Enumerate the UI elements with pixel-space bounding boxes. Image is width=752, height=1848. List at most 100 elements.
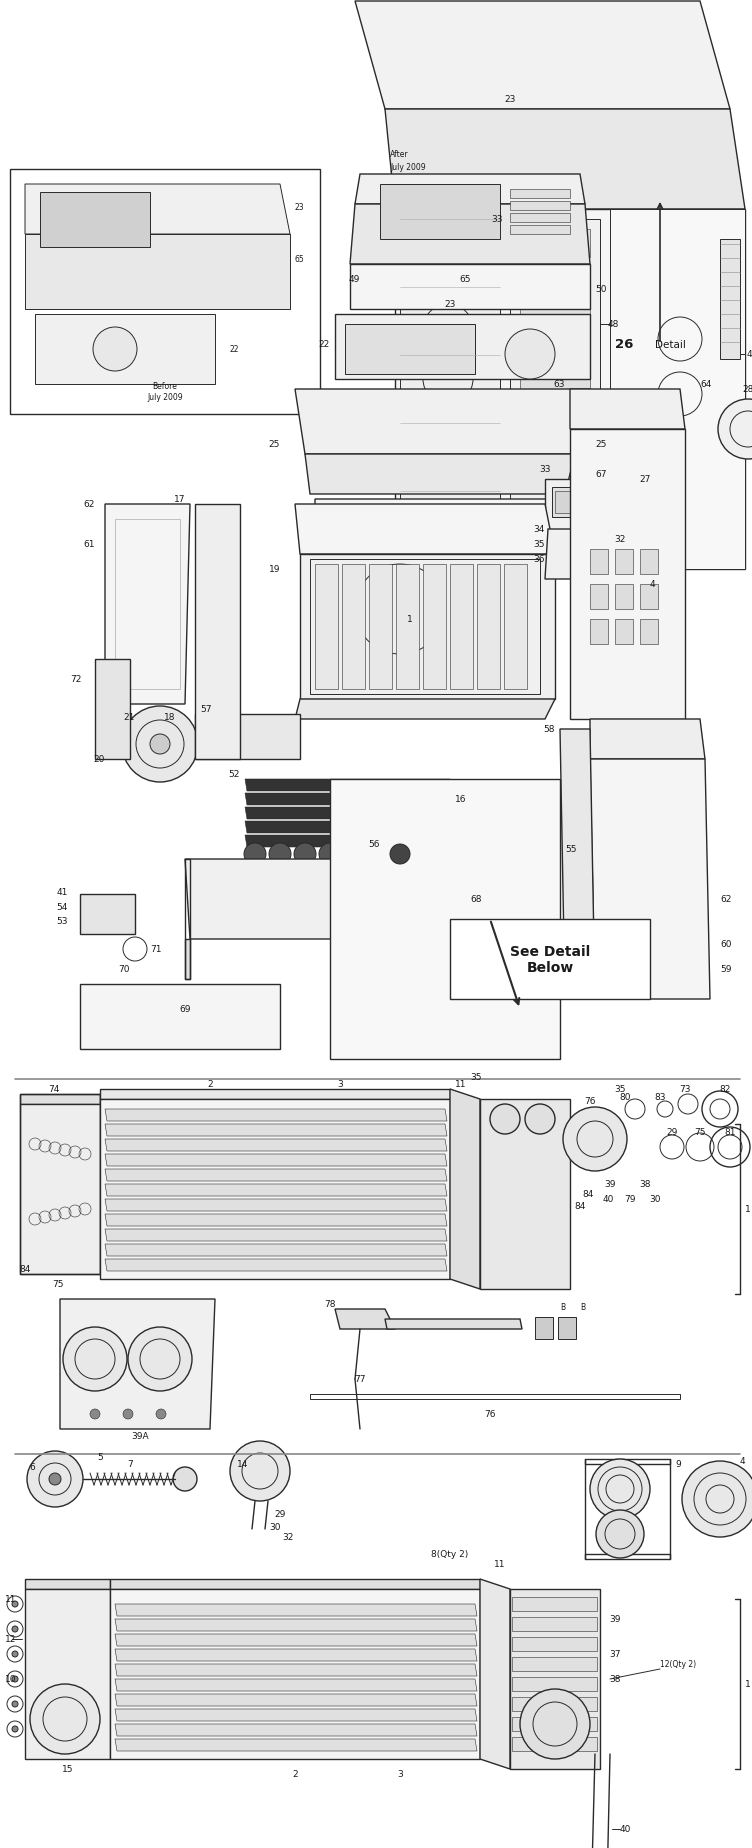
Polygon shape: [105, 1140, 447, 1151]
Circle shape: [122, 706, 198, 782]
Circle shape: [616, 512, 640, 536]
Text: 57: 57: [200, 706, 211, 713]
Text: 73: 73: [679, 1085, 691, 1094]
Polygon shape: [450, 565, 473, 689]
Text: 62: 62: [83, 501, 95, 510]
Polygon shape: [295, 700, 555, 719]
Circle shape: [12, 1676, 18, 1682]
Text: 17: 17: [174, 495, 185, 505]
Text: B: B: [560, 1303, 565, 1312]
Circle shape: [27, 1451, 83, 1508]
Text: 30: 30: [649, 1196, 661, 1203]
Text: 76: 76: [584, 1098, 596, 1105]
Bar: [535, 1318, 553, 1340]
Text: 28: 28: [742, 384, 752, 394]
Circle shape: [12, 1650, 18, 1658]
Bar: [615, 549, 633, 575]
Circle shape: [603, 488, 633, 517]
Polygon shape: [105, 1199, 447, 1210]
Text: After: After: [390, 150, 408, 159]
Polygon shape: [195, 505, 240, 760]
Text: 20: 20: [94, 756, 105, 763]
Polygon shape: [245, 780, 452, 791]
Polygon shape: [20, 1094, 100, 1105]
Polygon shape: [185, 939, 190, 979]
Polygon shape: [110, 1589, 480, 1759]
Text: 35: 35: [533, 540, 545, 549]
Polygon shape: [115, 1634, 477, 1647]
Circle shape: [12, 1626, 18, 1632]
Bar: [512, 1737, 597, 1752]
Circle shape: [230, 1441, 290, 1501]
Bar: [80, 894, 135, 935]
Polygon shape: [385, 109, 745, 211]
Polygon shape: [105, 1170, 447, 1181]
Text: 54: 54: [56, 904, 68, 913]
Polygon shape: [195, 715, 300, 760]
Bar: [590, 584, 608, 610]
Bar: [512, 1696, 597, 1711]
Text: 80: 80: [619, 1092, 631, 1101]
Polygon shape: [395, 211, 745, 569]
Circle shape: [90, 1410, 100, 1419]
Text: 38: 38: [609, 1674, 620, 1684]
Polygon shape: [25, 1589, 110, 1759]
Text: 81: 81: [724, 1127, 735, 1137]
Polygon shape: [355, 176, 585, 205]
Circle shape: [294, 843, 316, 865]
Text: 71: 71: [150, 944, 162, 954]
Text: 63: 63: [553, 381, 565, 390]
Text: 40: 40: [620, 1824, 631, 1833]
Text: 35: 35: [614, 1085, 626, 1094]
Polygon shape: [300, 554, 555, 700]
Polygon shape: [450, 1090, 480, 1290]
Text: 82: 82: [720, 1085, 731, 1094]
Text: 22: 22: [319, 340, 330, 349]
Text: 35: 35: [470, 1074, 481, 1081]
Circle shape: [150, 736, 170, 754]
Polygon shape: [590, 760, 710, 1000]
Text: 48: 48: [608, 320, 619, 329]
Polygon shape: [315, 499, 560, 530]
Polygon shape: [480, 1100, 570, 1290]
Circle shape: [563, 1107, 627, 1172]
Bar: [640, 619, 658, 645]
Bar: [510, 214, 570, 224]
Text: 38: 38: [639, 1179, 650, 1188]
Text: Before: Before: [153, 383, 177, 392]
Text: 34: 34: [534, 525, 545, 534]
Text: See Detail
Below: See Detail Below: [510, 944, 590, 974]
Text: 53: 53: [56, 917, 68, 926]
Text: 15: 15: [62, 1765, 74, 1774]
Circle shape: [49, 1473, 61, 1486]
Bar: [512, 1658, 597, 1671]
Polygon shape: [400, 220, 500, 560]
Polygon shape: [115, 1604, 477, 1617]
Polygon shape: [105, 505, 190, 704]
Text: 19: 19: [268, 565, 280, 575]
Bar: [80, 985, 280, 1050]
Polygon shape: [115, 1695, 477, 1706]
Text: 11: 11: [494, 1560, 506, 1569]
Polygon shape: [105, 1258, 447, 1271]
Text: 83: 83: [654, 1092, 666, 1101]
Polygon shape: [105, 1185, 447, 1196]
Text: 64: 64: [700, 381, 711, 390]
Bar: [520, 334, 590, 362]
Text: 67: 67: [595, 469, 607, 479]
Circle shape: [12, 1700, 18, 1708]
Polygon shape: [545, 530, 645, 580]
Bar: [520, 299, 590, 327]
Text: 11: 11: [455, 1079, 466, 1088]
Text: 36: 36: [533, 554, 545, 564]
Circle shape: [590, 1460, 650, 1519]
Text: 21: 21: [123, 713, 135, 723]
Text: 61: 61: [83, 540, 95, 549]
Text: 12: 12: [5, 1635, 17, 1643]
Bar: [380, 185, 500, 240]
Text: 62: 62: [720, 894, 732, 904]
Polygon shape: [369, 565, 392, 689]
Text: 84: 84: [582, 1190, 593, 1199]
Polygon shape: [25, 1580, 110, 1589]
Text: 76: 76: [484, 1410, 496, 1419]
